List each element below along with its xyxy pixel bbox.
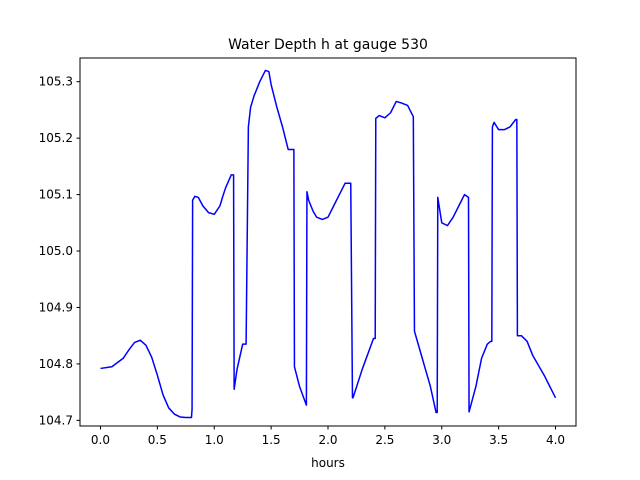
x-tick-label: 4.0 bbox=[546, 433, 565, 447]
y-tick-label: 104.8 bbox=[39, 357, 73, 371]
x-tick-label: 2.5 bbox=[375, 433, 394, 447]
y-tick-label: 104.9 bbox=[39, 300, 73, 314]
x-tick-label: 3.0 bbox=[432, 433, 451, 447]
x-tick-label: 3.5 bbox=[489, 433, 508, 447]
x-axis: 0.0 0.5 1.0 1.5 2.0 2.5 3.0 3.5 4.0 bbox=[91, 426, 565, 447]
plot-frame bbox=[79, 57, 577, 427]
y-tick-label: 105.0 bbox=[39, 244, 73, 258]
y-tick-label: 105.1 bbox=[39, 188, 73, 202]
series-line-0 bbox=[100, 69, 557, 419]
y-tick-label: 105.3 bbox=[39, 75, 73, 89]
y-tick-label: 104.7 bbox=[39, 413, 73, 427]
x-tick-label: 0.5 bbox=[148, 433, 167, 447]
plot-area bbox=[80, 58, 576, 426]
x-axis-label: hours bbox=[311, 456, 345, 470]
series-group bbox=[100, 69, 557, 419]
x-tick-label: 1.5 bbox=[262, 433, 281, 447]
y-axis: 104.7 104.8 104.9 105.0 105.1 105.2 105.3 bbox=[39, 75, 80, 427]
x-tick-label: 1.0 bbox=[205, 433, 224, 447]
x-tick-label: 2.0 bbox=[318, 433, 337, 447]
chart-title: Water Depth h at gauge 530 bbox=[228, 37, 428, 53]
x-tick-label: 0.0 bbox=[91, 433, 110, 447]
y-tick-label: 105.2 bbox=[39, 131, 73, 145]
